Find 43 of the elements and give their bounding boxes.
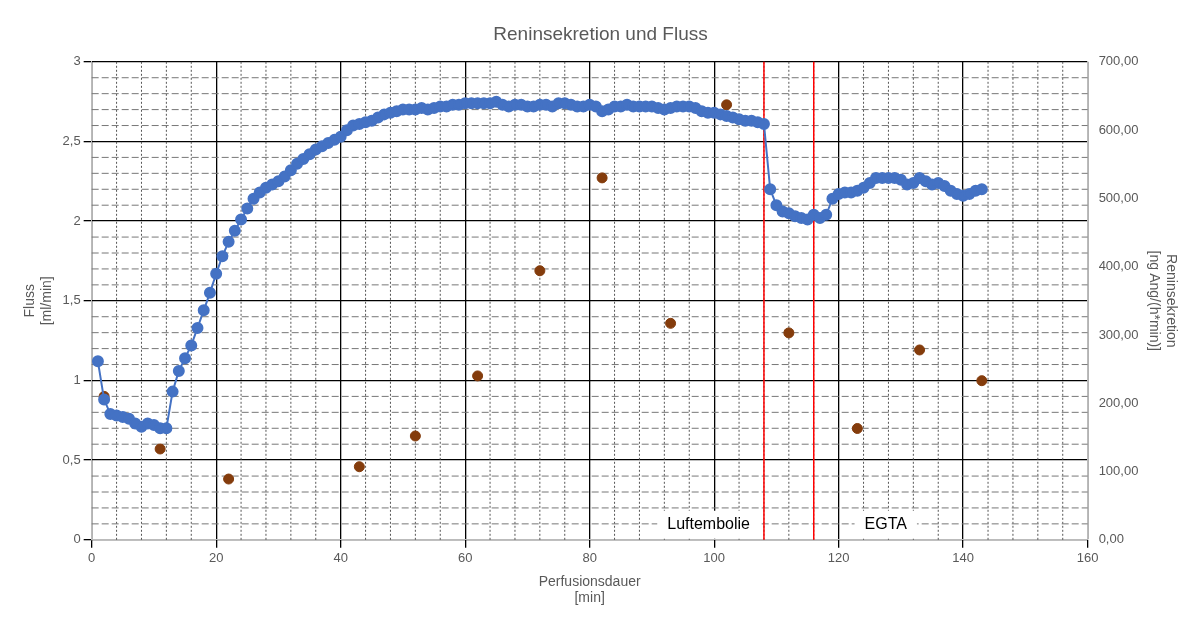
chart-title: Reninsekretion und Fluss [493, 22, 708, 44]
y-tick-label: 2,5 [62, 133, 81, 149]
y2-axis-title: Reninsekretion [ng Ang/(h*min)] [1146, 250, 1180, 351]
point [154, 443, 166, 455]
point [976, 375, 988, 387]
point [353, 461, 365, 473]
y2-tick-label: 400,00 [1098, 258, 1139, 274]
point [851, 422, 863, 434]
y-axis-title: Fluss [ml/min] [21, 276, 55, 326]
point [223, 473, 235, 485]
y2-tick-label: 500,00 [1098, 189, 1139, 205]
point [721, 99, 733, 111]
x-tick-label: 80 [582, 550, 597, 566]
y-tick-label: 1,5 [62, 292, 81, 308]
x-tick-label: 0 [88, 550, 96, 566]
x-axis-title: Perfusionsdauer [min] [538, 572, 641, 606]
x-tick-label: 20 [208, 550, 224, 566]
y2-tick-label: 100,00 [1098, 463, 1139, 479]
point [783, 327, 795, 339]
y-tick-label: 0,5 [62, 451, 81, 467]
point [472, 370, 484, 382]
x-tick-label: 60 [457, 550, 473, 566]
y2-tick-label: 600,00 [1098, 121, 1139, 137]
annotation: Luftembolie [667, 515, 751, 533]
point [914, 344, 926, 356]
x-tick-label: 100 [703, 550, 725, 566]
y-tick-label: 1 [73, 372, 81, 388]
x-tick-label: 120 [827, 550, 850, 566]
y-tick-label: 3 [73, 53, 81, 69]
y2-tick-label: 200,00 [1098, 394, 1139, 410]
x-tick-label: 40 [333, 550, 348, 566]
x-tick-label: 140 [952, 550, 974, 566]
y2-tick-label: 300,00 [1098, 326, 1139, 342]
y-tick-label: 2 [73, 212, 81, 228]
annotation: EGTA [864, 515, 908, 533]
point [534, 265, 546, 277]
x-tick-label: 160 [1076, 550, 1099, 566]
point [596, 172, 608, 184]
y2-tick-label: 0,00 [1098, 531, 1124, 547]
point [409, 430, 421, 442]
point [665, 317, 677, 329]
y-tick-label: 0 [73, 531, 81, 547]
y2-tick-label: 700,00 [1098, 53, 1139, 69]
